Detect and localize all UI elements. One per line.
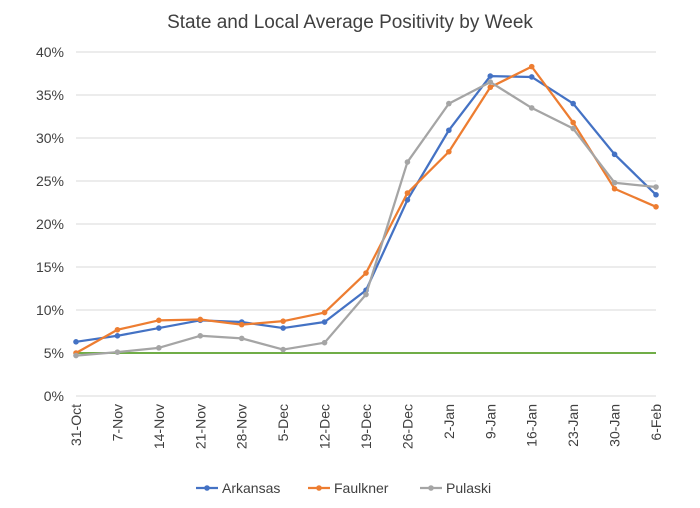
series-line	[74, 80, 658, 357]
data-point	[528, 63, 535, 70]
x-tick-label: 2-Jan	[441, 404, 457, 439]
x-tick-label: 14-Nov	[151, 404, 167, 449]
legend: Arkansas Faulkner Pulaski	[196, 480, 491, 496]
data-point	[487, 79, 494, 85]
y-tick-label: 5%	[44, 345, 64, 361]
data-point	[570, 119, 576, 126]
data-point	[197, 316, 204, 323]
data-point	[570, 100, 576, 107]
y-tick-label: 0%	[44, 388, 64, 404]
data-point	[280, 318, 286, 324]
data-point	[114, 349, 121, 355]
data-point	[446, 148, 452, 155]
x-tick-label: 6-Feb	[648, 404, 664, 441]
data-point	[404, 197, 411, 203]
data-point	[321, 339, 328, 346]
data-point	[653, 204, 659, 210]
legend-marker	[316, 485, 322, 491]
x-tick-label: 5-Dec	[275, 404, 291, 441]
x-tick-label: 31-Oct	[68, 404, 84, 446]
data-point	[653, 184, 659, 190]
series-pulaski	[73, 79, 659, 359]
legend-label: Faulkner	[334, 480, 389, 496]
y-tick-label: 35%	[36, 87, 64, 103]
data-point	[487, 73, 494, 79]
data-point	[114, 333, 121, 339]
data-point	[321, 309, 328, 316]
data-point	[238, 321, 245, 328]
data-point	[446, 100, 452, 107]
data-point	[73, 352, 79, 359]
legend-label: Pulaski	[446, 480, 491, 496]
legend-marker	[428, 485, 434, 491]
data-point	[114, 326, 121, 333]
x-tick-label: 9-Jan	[482, 404, 498, 439]
x-tick-label: 12-Dec	[317, 404, 333, 449]
x-tick-label: 21-Nov	[192, 404, 208, 449]
x-tick-label: 28-Nov	[234, 404, 250, 449]
data-point	[73, 339, 79, 345]
data-point	[570, 125, 576, 132]
y-tick-label: 40%	[36, 44, 64, 60]
y-tick-label: 30%	[36, 130, 64, 146]
data-point	[156, 325, 162, 331]
data-point	[611, 185, 618, 192]
data-point	[363, 270, 369, 276]
x-tick-label: 30-Jan	[607, 404, 623, 447]
y-tick-label: 15%	[36, 259, 64, 275]
data-point	[653, 191, 659, 198]
data-point	[528, 74, 535, 80]
y-axis-tick-labels: 0% 5% 10% 15% 20% 25% 30% 35% 40%	[36, 44, 64, 404]
data-point	[611, 179, 618, 186]
x-tick-label: 16-Jan	[524, 404, 540, 447]
y-tick-label: 20%	[36, 216, 64, 232]
x-tick-label: 23-Jan	[565, 404, 581, 447]
legend-label: Arkansas	[222, 480, 280, 496]
data-point	[156, 317, 162, 324]
y-tick-label: 25%	[36, 173, 64, 189]
data-point	[197, 333, 204, 339]
y-tick-label: 10%	[36, 302, 64, 318]
data-point	[487, 84, 494, 91]
x-tick-label: 19-Dec	[358, 404, 374, 449]
gridlines	[76, 51, 656, 397]
x-tick-label: 26-Dec	[399, 404, 415, 449]
data-point	[404, 159, 411, 165]
data-point	[280, 346, 286, 353]
data-point	[238, 335, 245, 342]
legend-item-pulaski: Pulaski	[420, 480, 491, 496]
data-point	[363, 291, 369, 298]
series-arkansas	[73, 73, 659, 345]
data-point	[156, 345, 162, 351]
legend-item-faulkner: Faulkner	[308, 480, 389, 496]
data-point	[404, 190, 411, 196]
series-group	[73, 63, 659, 359]
chart-title: State and Local Average Positivity by We…	[167, 12, 533, 33]
x-tick-label: 7-Nov	[109, 404, 125, 441]
legend-marker	[204, 485, 210, 491]
data-point	[611, 151, 618, 158]
data-point	[446, 127, 452, 134]
legend-item-arkansas: Arkansas	[196, 480, 280, 496]
series-faulkner	[73, 63, 659, 356]
data-point	[280, 325, 286, 331]
data-point	[528, 105, 535, 111]
x-axis-tick-labels: 31-Oct 7-Nov 14-Nov 21-Nov 28-Nov 5-Dec 12-Dec…	[68, 404, 664, 449]
data-point	[321, 319, 328, 325]
